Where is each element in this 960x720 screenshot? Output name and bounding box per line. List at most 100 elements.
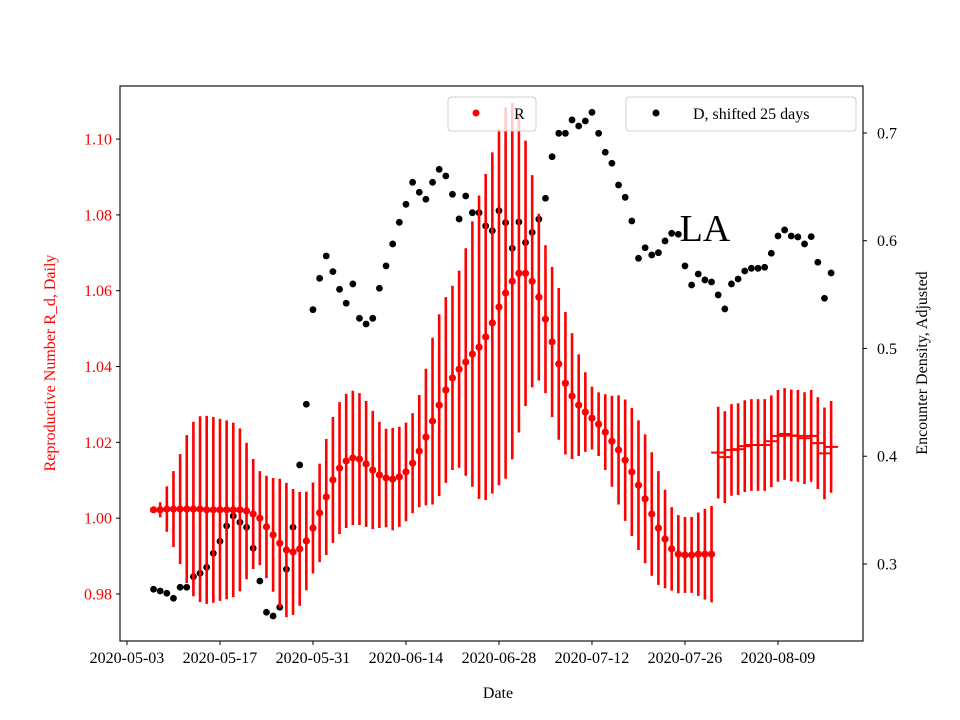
d-point [256,577,264,585]
r-point [475,343,483,351]
d-point [449,190,456,198]
r-point [156,506,164,514]
x-tick-label: 2020-07-26 [648,650,723,667]
r-point [163,505,171,513]
r-point [428,417,437,425]
d-point [415,188,423,196]
r-point [316,509,324,517]
r-point [488,319,496,327]
r-point [495,303,503,311]
r-point [668,545,676,553]
d-point [581,117,589,125]
x-tick-label: 2020-05-31 [276,650,351,667]
d-point [734,275,742,283]
d-point [694,270,702,278]
r-point [149,506,158,514]
r-point [595,420,603,428]
d-point [688,281,696,289]
r-point [209,506,217,514]
r-point [169,505,178,513]
d-point [648,251,656,259]
r-point [482,333,490,341]
d-point [342,299,350,307]
legend-r-box [447,96,537,132]
d-point [801,240,808,248]
d-point [767,249,775,257]
r-point [302,537,310,545]
r-point [375,471,384,479]
d-point [316,274,324,282]
r-point [521,269,530,277]
r-point [329,476,337,484]
r-point [535,293,543,301]
d-point [183,583,191,591]
r-point [402,468,410,476]
r-point [462,358,470,366]
x-tick-label: 2020-07-12 [555,650,630,667]
legend-r-marker [472,109,480,117]
r-point [468,350,477,358]
r-point [641,495,649,503]
r-point [694,550,702,558]
r-point [701,550,709,558]
d-point [774,232,782,240]
legend-r: R [447,96,537,132]
r-point [508,277,516,285]
d-point [296,461,304,469]
r-point [448,374,457,382]
d-point [376,284,383,292]
r-point [229,506,237,514]
r-point [189,505,198,513]
d-point [668,229,676,237]
r-point [196,505,204,513]
left-y-axis-label: Reproductive Number R_d, Daily [42,255,59,472]
d-point [555,129,563,137]
r-point [335,464,344,472]
d-point [781,226,789,234]
r-point [349,454,357,462]
r-point [269,531,277,539]
r-point [249,510,257,518]
r-point [628,468,636,476]
r-point [282,546,291,554]
r-point [661,535,669,543]
left-y-tick-label: 0.98 [84,586,112,603]
r-point [409,459,417,467]
r-point [561,379,570,387]
d-point [827,269,835,277]
d-point [807,233,815,241]
r-point [242,507,251,515]
x-tick-label: 2020-06-28 [462,650,537,667]
r-point [707,550,716,558]
d-point [588,108,596,116]
d-point [714,291,722,299]
d-point [329,268,337,276]
d-point [382,262,390,270]
d-point [708,278,715,286]
plot-frame [119,85,864,642]
city-annotation: LA [680,208,731,250]
r-point [601,428,609,436]
r-point [455,365,463,373]
d-point [661,237,669,245]
r-point [355,455,364,463]
x-tick-label: 2020-05-03 [90,650,165,667]
left-y-tick-label: 1.02 [84,435,112,452]
d-point [681,262,689,270]
d-point [156,587,164,595]
d-point [562,129,569,137]
d-point [787,232,795,240]
legend-d-label: D, shifted 25 days [693,106,809,123]
d-point [356,314,363,322]
d-point [575,122,583,130]
x-tick-label: 2020-06-14 [369,650,444,667]
d-point [595,129,603,137]
r-point [296,545,304,553]
r-point [648,510,656,518]
r-point [395,473,403,481]
legend-d-marker [652,109,660,117]
d-point [409,178,417,186]
r-point [435,401,443,409]
r-point [548,338,556,346]
